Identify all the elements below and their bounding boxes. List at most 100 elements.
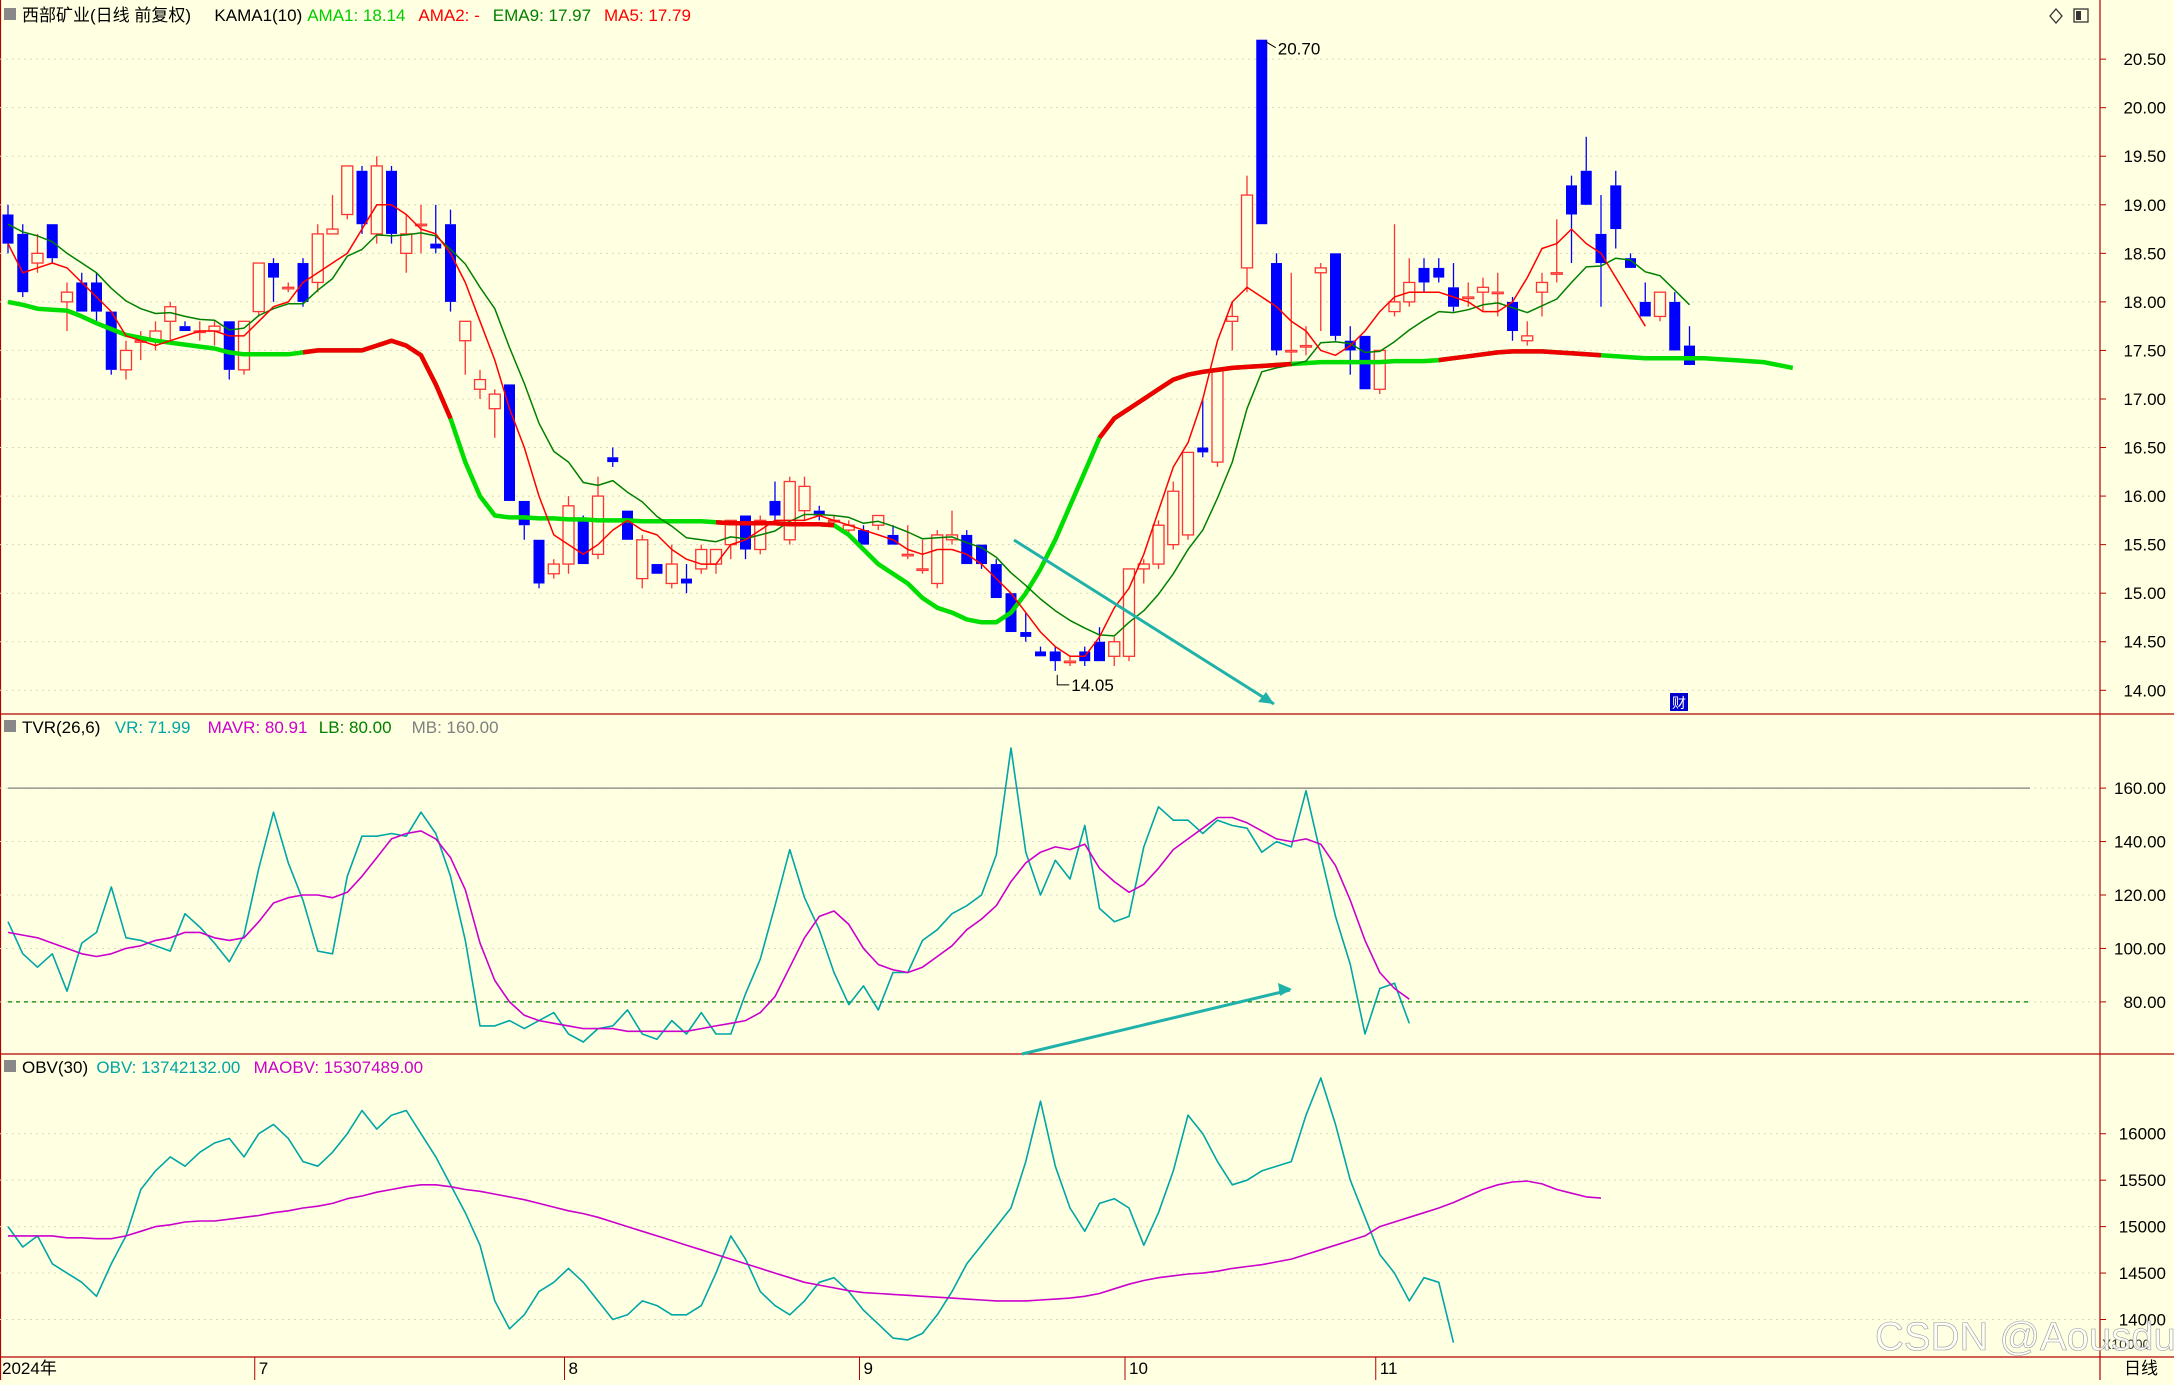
date-axis: 2024年 7 8 9 10 11: [2, 1357, 1397, 1380]
candle[interactable]: [473, 369, 487, 399]
candle[interactable]: [341, 165, 354, 220]
candle[interactable]: [651, 564, 663, 574]
candle[interactable]: [1137, 559, 1150, 584]
candle[interactable]: [783, 476, 796, 545]
candle[interactable]: [681, 564, 692, 594]
candle[interactable]: [636, 534, 649, 589]
collapse-icon: [4, 1060, 16, 1072]
candle[interactable]: [769, 481, 781, 521]
candle[interactable]: [695, 544, 708, 574]
candle[interactable]: [430, 204, 442, 254]
candle-body-up: [1285, 349, 1298, 353]
candle[interactable]: [607, 447, 619, 467]
candle[interactable]: [1550, 219, 1563, 283]
candle-body-up: [1373, 349, 1386, 390]
candle[interactable]: [872, 514, 885, 531]
candle[interactable]: [562, 496, 575, 574]
candle-body-down: [740, 515, 751, 550]
candle[interactable]: [1610, 170, 1622, 249]
window-toggle-icon[interactable]: [2073, 8, 2089, 23]
candle[interactable]: [179, 321, 191, 332]
candles[interactable]: [2, 39, 1696, 671]
candle[interactable]: [76, 272, 88, 312]
candle[interactable]: [1063, 656, 1077, 667]
candle[interactable]: [1167, 481, 1180, 550]
candle[interactable]: [370, 156, 383, 244]
candle[interactable]: [1476, 277, 1490, 312]
candle[interactable]: [622, 510, 633, 540]
candle[interactable]: [31, 233, 44, 273]
candle[interactable]: [1433, 258, 1445, 283]
candle[interactable]: [1152, 520, 1165, 569]
candle[interactable]: [591, 476, 605, 560]
candle[interactable]: [17, 224, 29, 298]
candle[interactable]: [1595, 195, 1607, 307]
candle[interactable]: [1299, 326, 1313, 356]
candle[interactable]: [1330, 253, 1341, 341]
candle[interactable]: [311, 224, 324, 293]
candle[interactable]: [1020, 612, 1032, 642]
candle[interactable]: [990, 559, 1002, 599]
candle[interactable]: [326, 195, 339, 235]
candle[interactable]: [813, 505, 825, 521]
candle[interactable]: [105, 311, 117, 375]
candle[interactable]: [1314, 263, 1327, 332]
candle[interactable]: [665, 544, 678, 589]
candle-body-up: [237, 320, 251, 371]
candle[interactable]: [1521, 321, 1534, 346]
candle[interactable]: [1491, 272, 1504, 317]
candle[interactable]: [1240, 175, 1254, 293]
candle[interactable]: [268, 258, 279, 302]
candle[interactable]: [931, 530, 944, 589]
finance-marker-icon[interactable]: 财: [1670, 693, 1688, 711]
candle[interactable]: [119, 340, 133, 380]
candle[interactable]: [961, 530, 973, 565]
candle[interactable]: [237, 320, 251, 375]
candle[interactable]: [798, 476, 811, 521]
candle[interactable]: [1388, 224, 1401, 317]
candle[interactable]: [547, 559, 560, 579]
candle[interactable]: [1108, 636, 1121, 667]
candle[interactable]: [533, 539, 545, 589]
candle[interactable]: [60, 282, 74, 332]
candle[interactable]: [1669, 292, 1681, 351]
candle[interactable]: [252, 262, 265, 317]
candle[interactable]: [282, 282, 295, 293]
candle[interactable]: [1226, 301, 1239, 351]
tvr-header-item-4: MB: 160.00: [412, 718, 499, 737]
candle[interactable]: [459, 320, 472, 375]
candle-body-down: [769, 500, 781, 516]
candle[interactable]: [740, 515, 751, 560]
candle[interactable]: [1181, 451, 1195, 540]
candle[interactable]: [504, 384, 515, 501]
candle[interactable]: [488, 389, 501, 438]
candle[interactable]: [223, 321, 235, 380]
candle[interactable]: [518, 500, 530, 540]
candle[interactable]: [1035, 646, 1046, 657]
candle[interactable]: [1625, 253, 1636, 268]
candle[interactable]: [858, 525, 869, 545]
candle[interactable]: [1535, 272, 1549, 317]
candle[interactable]: [1639, 282, 1651, 317]
candle[interactable]: [1256, 39, 1268, 225]
candle[interactable]: [1684, 326, 1695, 365]
candle[interactable]: [1418, 258, 1430, 293]
candle-body-down: [1197, 447, 1209, 453]
candle[interactable]: [445, 209, 456, 312]
candle[interactable]: [414, 204, 428, 254]
candle-body-down: [1256, 39, 1268, 225]
candle[interactable]: [1566, 175, 1577, 264]
candle[interactable]: [1580, 136, 1592, 205]
candle[interactable]: [1211, 369, 1224, 467]
candle[interactable]: [1653, 291, 1667, 322]
candle[interactable]: [400, 214, 413, 273]
candle[interactable]: [577, 515, 589, 565]
candle-body-down: [961, 534, 973, 565]
candle[interactable]: [1373, 349, 1386, 395]
series-ma5: [7, 204, 1646, 658]
candle-body-down: [1580, 170, 1592, 205]
diamond-icon[interactable]: [2049, 8, 2063, 24]
candle[interactable]: [46, 224, 58, 264]
candle[interactable]: [1197, 398, 1209, 458]
